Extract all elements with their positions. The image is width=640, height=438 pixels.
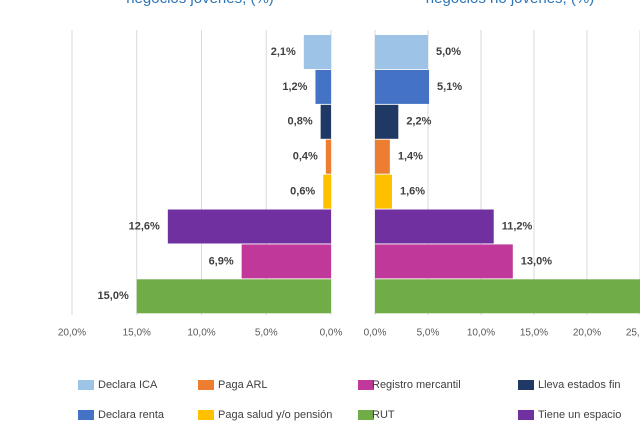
legend-label: Declara ICA [98, 379, 158, 391]
value-label: 1,4% [398, 151, 423, 163]
bar [320, 104, 331, 139]
legend-label: Declara renta [98, 409, 165, 421]
bar [375, 69, 430, 104]
value-label: 1,6% [400, 186, 425, 198]
legend-label: Tiene un espacio [538, 409, 621, 421]
value-label: 0,6% [290, 186, 315, 198]
value-label: 15,0% [98, 290, 129, 302]
bar [167, 209, 331, 244]
value-label: 0,8% [288, 116, 313, 128]
legend-label: Paga salud y/o pensión [218, 409, 332, 421]
legend-label: Lleva estados fin [538, 379, 621, 391]
value-label: 5,0% [436, 46, 461, 58]
chart-title: negocios no jóvenes, (%) [426, 0, 594, 7]
x-tick-label: 15,0% [123, 328, 151, 339]
bar [375, 174, 392, 209]
x-tick-label: 10,0% [467, 328, 495, 339]
x-tick-label: 20,0% [573, 328, 601, 339]
legend-swatch [78, 410, 94, 420]
value-label: 5,1% [437, 81, 462, 93]
bar [375, 244, 513, 279]
x-tick-label: 15,0% [520, 328, 548, 339]
x-tick-label: 20,0% [58, 328, 86, 339]
bar [325, 139, 331, 174]
bar [323, 174, 331, 209]
value-label: 6,9% [209, 255, 234, 267]
legend-label: Registro mercantil [372, 379, 461, 391]
x-tick-label: 5,0% [417, 328, 440, 339]
value-label: 0,4% [293, 151, 318, 163]
legend-label: RUT [372, 409, 395, 421]
chart-title: negocios jóvenes, (%) [126, 0, 274, 7]
x-tick-label: 0,0% [320, 328, 343, 339]
bar [136, 279, 331, 314]
legend-swatch [198, 410, 214, 420]
value-label: 1,2% [282, 81, 307, 93]
x-tick-label: 25,0% [626, 328, 640, 339]
bar [375, 279, 640, 314]
x-tick-label: 0,0% [364, 328, 387, 339]
bar [315, 69, 331, 104]
bar [241, 244, 331, 279]
value-label: 11,2% [502, 220, 533, 232]
legend-swatch [198, 380, 214, 390]
legend-swatch [78, 380, 94, 390]
legend-swatch [358, 380, 374, 390]
value-label: 13,0% [521, 255, 552, 267]
bar [375, 35, 428, 69]
legend-swatch [518, 410, 534, 420]
value-label: 12,6% [129, 220, 160, 232]
value-label: 2,2% [406, 116, 431, 128]
bar [375, 209, 494, 244]
bar [375, 104, 399, 139]
bar [375, 139, 390, 174]
legend-swatch [518, 380, 534, 390]
x-tick-label: 5,0% [255, 328, 278, 339]
bar [303, 35, 331, 69]
legend-swatch [358, 410, 374, 420]
legend-label: Paga ARL [218, 379, 268, 391]
x-tick-label: 10,0% [187, 328, 215, 339]
value-label: 2,1% [271, 46, 296, 58]
